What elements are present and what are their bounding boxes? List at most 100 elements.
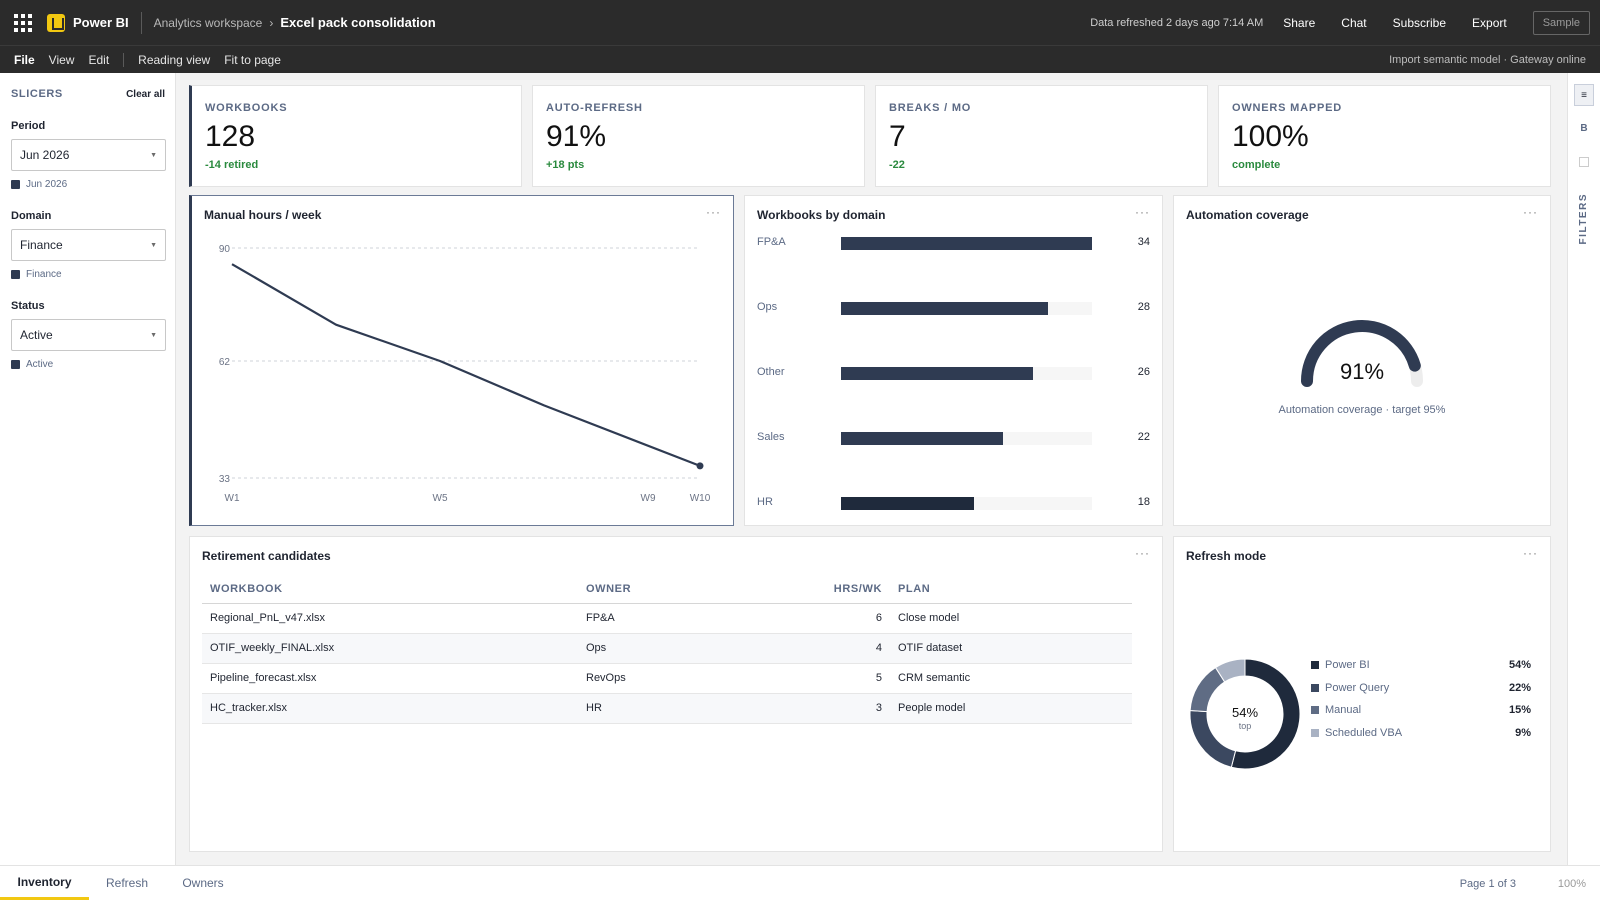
legend-label: Power Query [1325,681,1390,694]
reading-view-button[interactable]: Reading view [138,52,211,67]
slicer-period-dropdown[interactable]: Jun 2026 ▼ [11,139,166,171]
bar-row[interactable]: FP&A 34 [757,234,1150,250]
kpi-value: 100% [1232,120,1309,153]
bar-row[interactable]: Ops 28 [757,299,1150,315]
legend-item[interactable]: Scheduled VBA 9% [1311,726,1531,742]
fit-to-page-button[interactable]: Fit to page [224,52,281,67]
checkbox-icon[interactable] [1579,157,1589,167]
bookmark-icon[interactable]: B [1580,122,1588,134]
cell-owner: Ops [578,633,758,664]
bar-category-label: Other [757,366,785,378]
cell-workbook: OTIF_weekly_FINAL.xlsx [202,633,578,664]
cell-owner: RevOps [578,663,758,694]
slicer-period-chip[interactable]: Jun 2026 [11,179,175,190]
chat-button[interactable]: Chat [1341,15,1367,30]
bar-row[interactable]: HR 18 [757,494,1150,510]
column-header-workbook[interactable]: WORKBOOK [202,575,578,604]
more-options-icon[interactable]: ··· [706,205,721,219]
kpi-card-breaks[interactable]: BREAKS / MO 7 -22 [875,85,1208,187]
menu-lines-icon[interactable]: ≡ [1574,84,1594,106]
power-bi-logo-icon [47,13,65,32]
cell-owner: HR [578,693,758,724]
column-header-hrs-wk[interactable]: HRS/WK [758,575,890,604]
kpi-value: 128 [205,120,256,153]
bar[interactable] [841,367,1033,380]
more-options-icon[interactable]: ··· [1523,205,1538,219]
divider [140,11,142,34]
slicers-title: SLICERS [11,88,63,100]
legend-swatch [1311,661,1319,669]
cell-workbook: Pipeline_forecast.xlsx [202,663,578,694]
breadcrumb-workspace[interactable]: Analytics workspace [153,15,263,30]
more-options-icon[interactable]: ··· [1523,546,1538,560]
table-row[interactable]: Regional_PnL_v47.xlsx FP&A 6 Close model [202,603,1132,634]
slicer-domain-dropdown[interactable]: Finance ▼ [11,229,166,261]
export-button[interactable]: Export [1472,15,1507,30]
bar-category-label: HR [757,496,773,508]
table-row[interactable]: HC_tracker.xlsx HR 3 People model [202,693,1132,724]
bar-chart-visual[interactable]: Workbooks by domain ··· FP&A 34 Ops 28 Other… [744,195,1163,526]
gauge-caption: Automation coverage · target 95% [1278,404,1446,416]
zoom-level[interactable]: 100% [1557,878,1586,890]
table-row[interactable]: Pipeline_forecast.xlsx RevOps 5 CRM sema… [202,663,1132,694]
tab-owners[interactable]: Owners [182,876,224,890]
cell-hrs-wk: 3 [758,693,890,724]
bar-value-label: 22 [1137,431,1150,443]
bar-category-label: Sales [757,431,785,443]
slicer-domain-label: Domain [11,210,52,222]
more-options-icon[interactable]: ··· [1135,205,1150,219]
donut-slice [1230,658,1301,770]
column-header-owner[interactable]: OWNER [578,575,758,604]
visual-title: Retirement candidates [202,549,331,563]
bar[interactable] [841,302,1048,315]
legend-item[interactable]: Manual 15% [1311,703,1531,719]
data-refreshed-status: Data refreshed 2 days ago 7:14 AM [1090,16,1264,29]
kpi-card-workbooks[interactable]: WORKBOOKS 128 -14 retired [189,85,522,187]
donut-visual[interactable]: Refresh mode ··· 54% top Power BI 54% Power… [1173,536,1551,852]
tab-inventory[interactable]: Inventory [0,866,89,900]
app-name[interactable]: Power BI [73,15,129,30]
table-visual[interactable]: Retirement candidates ··· WORKBOOK OWNER… [189,536,1163,852]
bar-row[interactable]: Other 26 [757,364,1150,380]
retirement-table: WORKBOOK OWNER HRS/WK PLAN Regional_PnL_… [202,575,1132,724]
y-tick-label: 90 [219,244,231,255]
slicers-panel: SLICERS Clear all Period Jun 2026 ▼ Jun … [0,73,176,865]
legend-item[interactable]: Power Query 22% [1311,681,1531,697]
subscribe-button[interactable]: Subscribe [1392,15,1447,30]
kpi-label: OWNERS MAPPED [1232,102,1343,114]
slicer-domain-chip-label: Finance [26,269,62,280]
sample-button[interactable]: Sample [1532,10,1590,35]
menu-file[interactable]: File [14,52,35,67]
donut-slice [1189,710,1237,768]
tab-refresh[interactable]: Refresh [105,876,149,890]
bar[interactable] [841,432,1004,445]
chip-swatch [11,270,20,279]
share-button[interactable]: Share [1283,15,1316,30]
kpi-card-auto-refresh[interactable]: AUTO-REFRESH 91% +18 pts [532,85,865,187]
bar-row[interactable]: Sales 22 [757,429,1150,445]
menu-view[interactable]: View [48,52,75,67]
bar[interactable] [841,237,1092,250]
app-launcher-icon[interactable] [14,13,32,32]
slicer-status-chip-label: Active [26,359,54,370]
clear-all-button[interactable]: Clear all [126,88,165,100]
x-tick-label: W5 [433,493,448,504]
kpi-label: WORKBOOKS [205,102,288,114]
table-row[interactable]: OTIF_weekly_FINAL.xlsx Ops 4 OTIF datase… [202,633,1132,664]
gauge-visual[interactable]: Automation coverage ··· 91% Automation c… [1173,195,1551,526]
slicer-domain-chip[interactable]: Finance [11,269,175,280]
kpi-card-owners-mapped[interactable]: OWNERS MAPPED 100% complete [1218,85,1551,187]
page-indicator: Page 1 of 3 [1459,878,1516,890]
slicer-status-chip[interactable]: Active [11,359,175,370]
legend-item[interactable]: Power BI 54% [1311,658,1531,674]
slicer-status-dropdown[interactable]: Active ▼ [11,319,166,351]
line-chart-visual[interactable]: Manual hours / week ··· 90 62 33 W1 W5 W9 W10 [189,195,734,526]
more-options-icon[interactable]: ··· [1135,546,1150,560]
menu-edit[interactable]: Edit [88,52,110,67]
bar-category-label: FP&A [757,236,786,248]
report-title: Excel pack consolidation [280,15,436,30]
bar-value-label: 34 [1137,236,1150,248]
filters-pane-toggle[interactable]: FILTERS [1578,193,1589,245]
column-header-plan[interactable]: PLAN [890,575,1132,604]
bar[interactable] [841,497,974,510]
